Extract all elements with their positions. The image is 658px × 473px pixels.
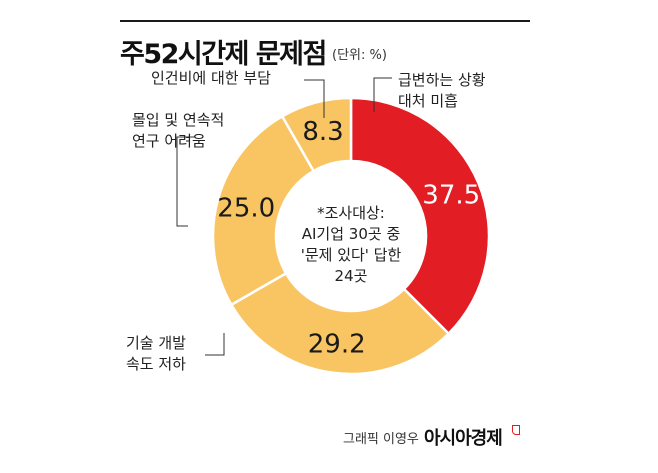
value-label-4: 8.3 (302, 117, 343, 147)
value-label-2: 29.2 (308, 330, 366, 360)
brand-mark-icon (512, 425, 520, 435)
unit-label: (단위: %) (332, 48, 387, 63)
brand-logo: 아시아경제 (424, 428, 503, 449)
slice-label-2: 기술 개발 속도 저하 (126, 334, 186, 373)
top-rule (120, 20, 530, 22)
value-label-1: 37.5 (422, 180, 480, 210)
survey-note: *조사대상: AI기업 30곳 중 '문제 있다' 답한 24곳 (300, 204, 402, 285)
leader-line-3 (176, 136, 195, 227)
chart-title: 주52시간제 문제점 (120, 39, 327, 70)
slice-label-1: 급변하는 상황 대처 미흡 (398, 71, 486, 110)
slice-3 (211, 114, 316, 307)
value-label-3: 25.0 (217, 194, 275, 224)
slice-label-4: 인건비에 대한 부담 (151, 69, 271, 87)
slice-4 (280, 96, 353, 173)
slice-label-3: 몰입 및 연속적 연구 어려움 (132, 111, 225, 150)
graphic-credit: 그래픽 이영우 (343, 432, 419, 447)
leader-line-1 (373, 77, 392, 112)
slice-1 (349, 96, 491, 336)
slice-2 (229, 271, 451, 376)
leader-line-2 (205, 333, 225, 356)
leader-line-4 (304, 79, 325, 118)
